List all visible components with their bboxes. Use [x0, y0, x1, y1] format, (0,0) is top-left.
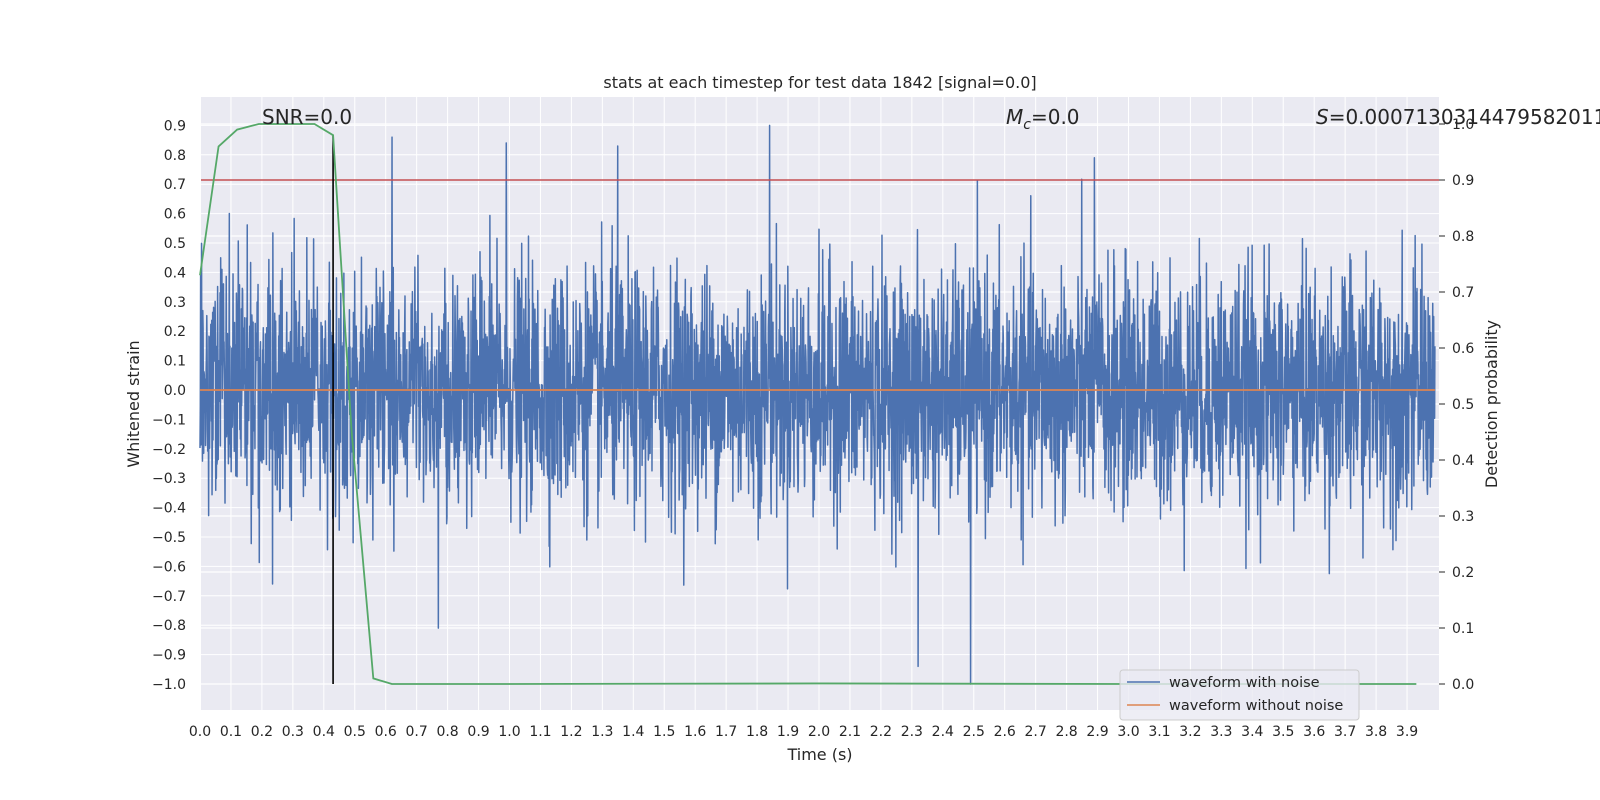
y-tick-label: −0.6	[152, 559, 186, 575]
y-tick-label: −0.2	[152, 442, 186, 458]
x-tick-label: 3.0	[1117, 724, 1139, 740]
y-tick-label: −1.0	[152, 677, 186, 693]
chart-title: stats at each timestep for test data 184…	[603, 73, 1036, 92]
x-tick-label: 1.3	[591, 724, 613, 740]
legend-label-noise: waveform with noise	[1169, 675, 1320, 691]
y2-tick-label: 0.4	[1452, 453, 1474, 469]
y-tick-label: −0.9	[152, 648, 186, 664]
x-tick-label: 0.0	[189, 724, 211, 740]
y-tick-label: 0.0	[164, 383, 186, 399]
legend-label-clean: waveform without noise	[1169, 698, 1343, 714]
y-tick-label: 0.3	[164, 295, 186, 311]
x-tick-label: 1.1	[529, 724, 551, 740]
y-tick-label: −0.7	[152, 589, 186, 605]
y-axis-label: Whitened strain	[124, 340, 143, 467]
x-tick-label: 2.4	[932, 724, 954, 740]
y-tick-label: −0.5	[152, 530, 186, 546]
x-tick-label: 2.7	[1025, 724, 1047, 740]
x-axis-ticks: 0.0 0.1 0.2 0.3 0.4 0.5 0.6 0.7 0.8 0.9 1.0 1.1 1.2 1…	[189, 724, 1418, 740]
x-tick-label: 0.8	[436, 724, 458, 740]
x-tick-label: 3.5	[1272, 724, 1294, 740]
x-tick-label: 3.4	[1241, 724, 1263, 740]
y2-tick-label: 0.9	[1452, 173, 1474, 189]
x-tick-label: 2.6	[994, 724, 1016, 740]
y-tick-label: 0.6	[164, 207, 186, 223]
x-tick-label: 1.5	[653, 724, 675, 740]
x-tick-label: 2.9	[1086, 724, 1108, 740]
series-waveform-with-noise	[199, 124, 1436, 685]
x-tick-label: 2.5	[963, 724, 985, 740]
y2-tick-label: 0.0	[1452, 677, 1474, 693]
x-tick-label: 0.4	[313, 724, 335, 740]
y-tick-label: 0.8	[164, 148, 186, 164]
y2-tick-label: 1.0	[1452, 117, 1474, 133]
x-tick-label: 1.2	[560, 724, 582, 740]
y2-axis-ticks: 1.0 0.9 0.8 0.7 0.6 0.5 0.4 0.3 0.2 0.1 0.0	[1439, 117, 1474, 693]
x-tick-label: 2.3	[901, 724, 923, 740]
y-tick-label: 0.7	[164, 177, 186, 193]
x-tick-label: 0.6	[375, 724, 397, 740]
y-tick-label: 0.1	[164, 354, 186, 370]
x-tick-label: 3.9	[1396, 724, 1418, 740]
x-axis-label: Time (s)	[786, 745, 852, 764]
y2-tick-label: 0.7	[1452, 285, 1474, 301]
x-tick-label: 3.2	[1179, 724, 1201, 740]
x-tick-label: 3.8	[1365, 724, 1387, 740]
y2-tick-label: 0.5	[1452, 397, 1474, 413]
x-tick-label: 1.7	[715, 724, 737, 740]
y2-tick-label: 0.6	[1452, 341, 1474, 357]
y-axis-ticks: 0.9 0.8 0.7 0.6 0.5 0.4 0.3 0.2 0.1 0.0 −0.1 −0.2 −0…	[152, 118, 186, 693]
x-tick-label: 2.8	[1055, 724, 1077, 740]
noise-line	[199, 124, 1436, 685]
y-tick-label: 0.2	[164, 324, 186, 340]
x-tick-label: 0.3	[282, 724, 304, 740]
x-tick-label: 2.2	[870, 724, 892, 740]
annotation-snr: SNR=0.0	[262, 105, 352, 129]
x-tick-label: 1.4	[622, 724, 644, 740]
x-tick-label: 1.0	[498, 724, 520, 740]
annotation-s: S=0.0007130314479582011	[1316, 105, 1600, 129]
x-tick-label: 1.6	[684, 724, 706, 740]
y-tick-label: −0.8	[152, 618, 186, 634]
y2-tick-label: 0.3	[1452, 509, 1474, 525]
y-tick-label: 0.4	[164, 265, 186, 281]
x-tick-label: 3.3	[1210, 724, 1232, 740]
x-tick-label: 0.9	[467, 724, 489, 740]
y2-tick-label: 0.1	[1452, 621, 1474, 637]
legend: waveform with noise waveform without noi…	[1119, 669, 1360, 721]
annotation-chirp-mass: Mc=0.0	[1006, 105, 1080, 133]
series-detection-probability	[199, 123, 1417, 685]
x-tick-label: 2.0	[808, 724, 830, 740]
x-tick-label: 1.8	[746, 724, 768, 740]
x-tick-label: 0.7	[406, 724, 428, 740]
y2-tick-label: 0.8	[1452, 229, 1474, 245]
y-tick-label: −0.1	[152, 412, 186, 428]
probability-line	[199, 123, 1417, 685]
x-tick-label: 2.1	[839, 724, 861, 740]
x-tick-label: 1.9	[777, 724, 799, 740]
x-tick-label: 3.6	[1303, 724, 1325, 740]
y-tick-label: −0.3	[152, 471, 186, 487]
y-tick-label: 0.5	[164, 236, 186, 252]
x-tick-label: 3.7	[1334, 724, 1356, 740]
x-tick-label: 3.1	[1148, 724, 1170, 740]
x-tick-label: 0.2	[251, 724, 273, 740]
y-tick-label: −0.4	[152, 501, 186, 517]
x-tick-label: 0.5	[344, 724, 366, 740]
y-tick-label: 0.9	[164, 118, 186, 134]
y2-axis-label: Detection probability	[1482, 320, 1501, 488]
x-tick-label: 0.1	[220, 724, 242, 740]
y2-tick-label: 0.2	[1452, 565, 1474, 581]
